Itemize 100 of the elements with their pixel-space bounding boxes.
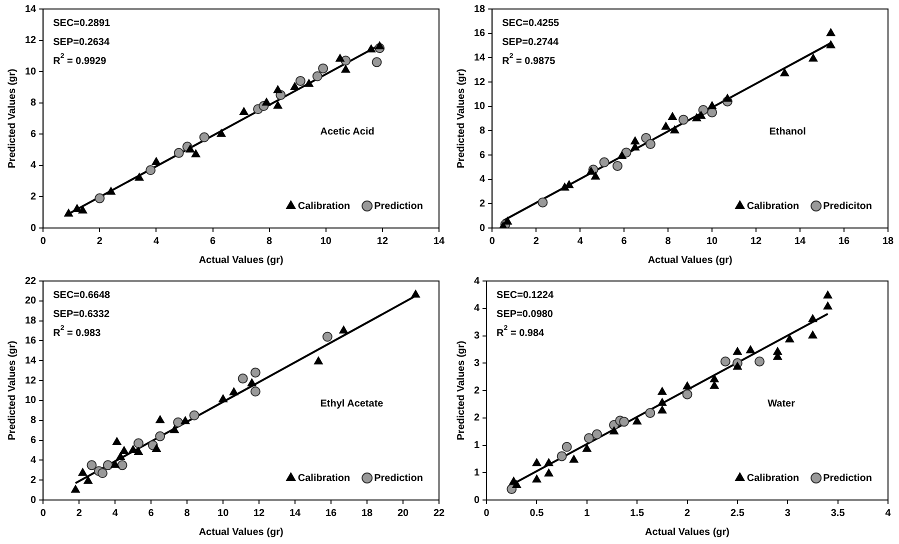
x-tick-label: 2 [76, 508, 82, 519]
legend-label: Calibration [746, 472, 800, 484]
x-tick-label: 8 [266, 236, 273, 247]
y-tick-label: 20 [25, 296, 37, 307]
annotation: Water [768, 398, 796, 410]
x-tick-label: 3 [784, 508, 791, 519]
x-tick-label: 6 [210, 236, 216, 247]
x-tick-label: 18 [361, 508, 374, 519]
y-tick-label: 8 [30, 415, 37, 426]
x-axis-title: Actual Values (gr) [648, 254, 732, 266]
legend-label: Prediction [374, 472, 424, 484]
x-tick-label: 0.5 [530, 508, 544, 519]
y-tick-label: 0 [30, 222, 37, 234]
y-tick-label: 3 [474, 330, 480, 342]
x-tick-label: 2 [96, 236, 103, 247]
annotation: SEC=0.6648 [53, 290, 111, 301]
x-tick-label: 4 [577, 236, 584, 247]
x-tick-label: 12 [750, 236, 762, 247]
y-tick-label: 16 [474, 28, 486, 40]
x-tick-label: 4 [112, 508, 118, 519]
annotation: SEC=0.4255 [502, 18, 560, 29]
annotation: SEP=0.0980 [496, 308, 554, 320]
y-tick-label: 18 [25, 316, 37, 327]
legend-label: Calibration [746, 200, 800, 212]
y-tick-label: 3 [474, 358, 480, 369]
annotation: Ethanol [769, 126, 806, 138]
y-tick-label: 18 [474, 4, 486, 15]
x-tick-label: 22 [433, 508, 445, 519]
y-axis-title: Predicted Values (gr) [456, 68, 467, 168]
y-tick-label: 8 [480, 125, 486, 136]
x-tick-label: 16 [325, 508, 338, 519]
annotation: SEC=0.1224 [496, 290, 554, 301]
x-tick-label: 12 [253, 508, 266, 519]
y-tick-label: 2 [30, 474, 37, 486]
x-tick-label: 8 [665, 236, 672, 247]
annotation: Acetic Acid [320, 126, 374, 138]
y-tick-label: 0 [480, 222, 486, 234]
x-axis-title: Actual Values (gr) [198, 526, 284, 538]
x-tick-label: 2.5 [730, 508, 745, 519]
x-tick-label: 3.5 [830, 508, 846, 519]
x-tick-label: 1 [584, 508, 590, 519]
x-tick-label: 14 [289, 508, 302, 519]
y-tick-label: 0 [474, 494, 480, 506]
x-tick-label: 2 [533, 236, 540, 247]
y-tick-label: 12 [474, 76, 486, 88]
legend-label: Prediction [374, 200, 424, 212]
y-tick-label: 2 [480, 198, 486, 210]
y-tick-label: 0 [30, 494, 37, 506]
x-tick-label: 1.5 [630, 508, 644, 519]
x-axis-title: Actual Values (gr) [645, 526, 730, 538]
y-tick-label: 14 [25, 4, 37, 15]
x-tick-label: 20 [397, 508, 410, 519]
y-tick-label: 4 [30, 160, 37, 172]
y-tick-label: 4 [474, 276, 480, 287]
legend-label: Prediciton [823, 200, 872, 212]
y-tick-label: 10 [474, 101, 486, 112]
y-tick-label: 1 [474, 440, 480, 451]
y-tick-label: 22 [25, 276, 37, 287]
x-tick-label: 4 [885, 508, 892, 519]
x-tick-label: 10 [218, 508, 230, 519]
x-tick-label: 0 [489, 236, 496, 247]
x-tick-label: 8 [184, 508, 190, 519]
x-tick-label: 14 [794, 236, 806, 247]
y-tick-label: 14 [25, 355, 37, 366]
y-tick-label: 16 [25, 335, 37, 346]
annotation: SEC=0.2891 [53, 18, 111, 29]
x-tick-label: 0 [40, 508, 46, 519]
y-tick-label: 10 [25, 395, 37, 406]
y-tick-label: 2 [474, 385, 480, 396]
annotation: SEP=0.2634 [53, 36, 110, 48]
x-tick-label: 16 [838, 236, 850, 247]
y-axis-title: Predicted Values (gr) [456, 340, 467, 440]
annotation: SEP=0.6332 [53, 308, 110, 320]
y-tick-label: 6 [30, 435, 37, 446]
x-tick-label: 18 [882, 236, 894, 247]
x-axis-title: Actual Values (gr) [198, 254, 284, 266]
y-tick-label: 6 [30, 128, 37, 140]
y-tick-label: 12 [25, 375, 37, 386]
y-tick-label: 4 [480, 174, 486, 186]
x-tick-label: 2 [684, 508, 690, 519]
y-tick-label: 4 [474, 303, 480, 314]
y-tick-label: 8 [30, 98, 37, 109]
y-axis-title: Predicted Values (gr) [6, 68, 18, 168]
y-tick-label: 12 [25, 35, 37, 46]
x-tick-label: 6 [621, 236, 628, 247]
y-tick-label: 10 [25, 66, 37, 78]
y-axis-title: Predicted Values (gr) [6, 340, 18, 440]
legend-label: Prediction [823, 472, 872, 484]
y-tick-label: 2 [30, 191, 37, 202]
annotation: Ethyl Acetate [320, 398, 384, 410]
legend-label: Calibration [298, 200, 350, 212]
x-tick-label: 14 [433, 236, 445, 247]
x-tick-label: 4 [153, 236, 160, 247]
y-tick-label: 14 [474, 52, 486, 64]
annotation: SEP=0.2744 [502, 36, 559, 48]
x-tick-label: 12 [376, 236, 388, 247]
y-tick-label: 6 [480, 150, 486, 161]
y-tick-label: 4 [30, 454, 37, 466]
x-tick-label: 10 [320, 236, 332, 247]
legend-label: Calibration [298, 472, 350, 484]
